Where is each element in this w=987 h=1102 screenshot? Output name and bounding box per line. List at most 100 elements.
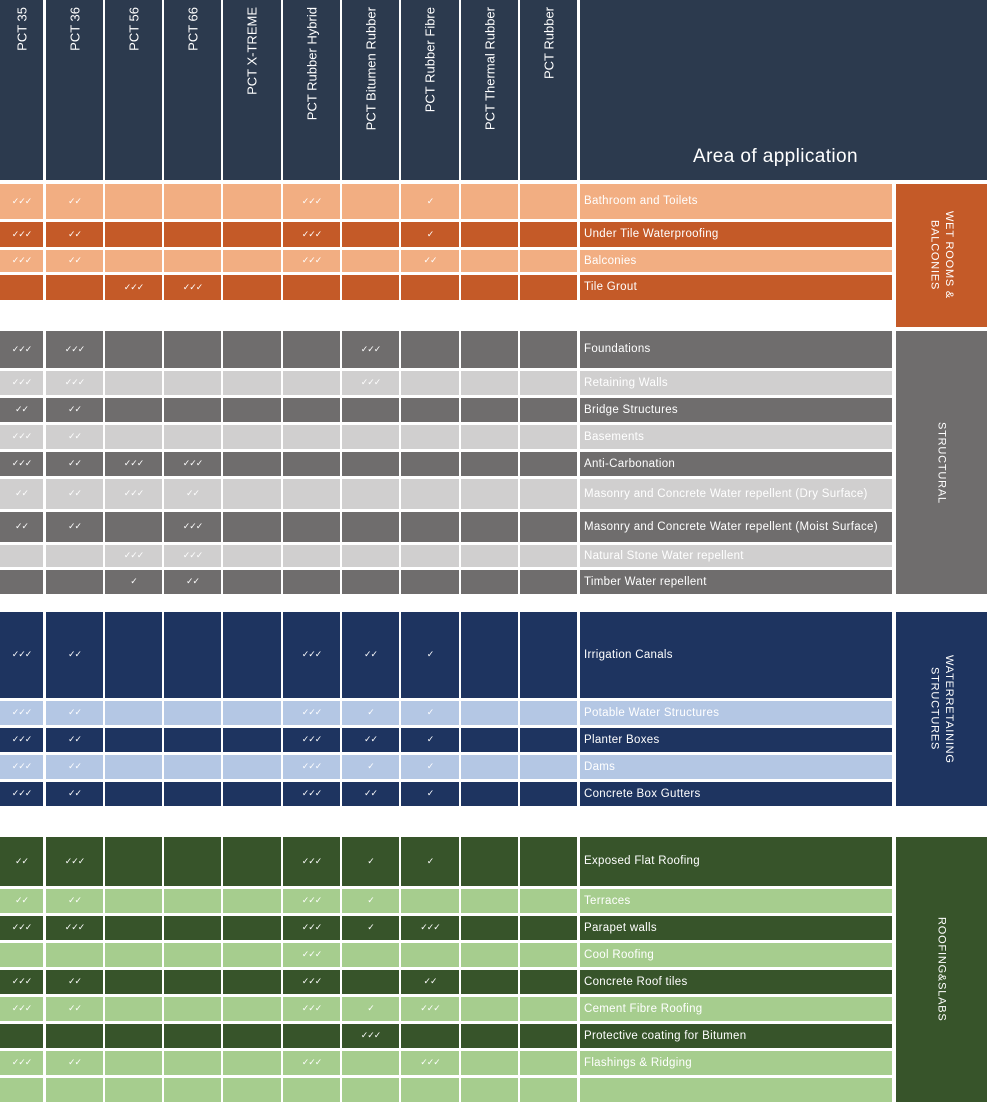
rating-cell [283, 545, 340, 567]
application-label: Timber Water repellent [580, 570, 892, 594]
rating-cell: ✓✓✓ [283, 782, 340, 806]
rating-cell [342, 222, 399, 247]
rating-cell [46, 545, 103, 567]
rating-cell [223, 275, 281, 300]
rating-cell [105, 943, 162, 967]
rating-cell [401, 570, 459, 594]
rating-cell: ✓✓✓ [0, 701, 43, 725]
rating-cell [461, 970, 518, 994]
rating-cell: ✓✓✓ [0, 916, 43, 940]
rating-cell [46, 1024, 103, 1048]
application-label: Planter Boxes [580, 728, 892, 752]
rating-cell: ✓ [401, 612, 459, 698]
rating-cell: ✓✓ [46, 755, 103, 779]
rating-cell [164, 1024, 221, 1048]
rating-cell [461, 184, 518, 219]
section-tab: WET ROOMS & BALCONIES [896, 184, 987, 327]
rating-cell [342, 943, 399, 967]
rating-cell: ✓✓✓ [283, 612, 340, 698]
rating-cell [401, 512, 459, 542]
rating-cell [461, 755, 518, 779]
rating-cell: ✓✓ [0, 512, 43, 542]
rating-cell: ✓✓ [401, 250, 459, 272]
rating-cell [520, 331, 577, 368]
header-column-10: PCT Rubber [520, 0, 577, 180]
rating-cell [520, 612, 577, 698]
rating-cell: ✓ [342, 755, 399, 779]
rating-cell [401, 425, 459, 449]
rating-cell: ✓✓✓ [401, 916, 459, 940]
application-label: Protective coating for Bitumen [580, 1024, 892, 1048]
rating-cell: ✓✓✓ [0, 250, 43, 272]
rating-cell [520, 425, 577, 449]
rating-cell: ✓✓ [46, 970, 103, 994]
rating-cell: ✓✓✓ [0, 782, 43, 806]
rating-cell [105, 701, 162, 725]
rating-cell: ✓✓✓ [46, 837, 103, 886]
rating-cell [461, 916, 518, 940]
application-label: Anti-Carbonation [580, 452, 892, 476]
rating-cell: ✓✓✓ [283, 701, 340, 725]
rating-cell: ✓✓✓ [164, 275, 221, 300]
rating-cell [520, 837, 577, 886]
product-name: PCT Bitumen Rubber [363, 7, 378, 131]
rating-cell [520, 1051, 577, 1075]
application-label: Irrigation Canals [580, 612, 892, 698]
rating-cell [164, 331, 221, 368]
rating-cell: ✓ [401, 701, 459, 725]
rating-cell: ✓✓ [342, 612, 399, 698]
rating-cell [223, 943, 281, 967]
rating-cell [223, 1024, 281, 1048]
rating-cell [105, 512, 162, 542]
rating-cell [105, 782, 162, 806]
rating-cell [520, 398, 577, 422]
rating-cell [105, 755, 162, 779]
rating-cell: ✓✓✓ [342, 1024, 399, 1048]
rating-cell [105, 837, 162, 886]
rating-cell: ✓✓✓ [0, 728, 43, 752]
header-column-3: PCT 56 [105, 0, 162, 180]
section-tab: WATERRETAINING STRUCTURES [896, 612, 987, 806]
application-label: Natural Stone Water repellent [580, 545, 892, 567]
application-label: Flashings & Ridging [580, 1051, 892, 1075]
rating-cell [223, 184, 281, 219]
rating-cell: ✓ [401, 184, 459, 219]
rating-cell: ✓✓✓ [0, 452, 43, 476]
rating-cell [401, 479, 459, 509]
rating-cell: ✓ [342, 916, 399, 940]
rating-cell [105, 1024, 162, 1048]
rating-cell [105, 398, 162, 422]
rating-cell [223, 512, 281, 542]
header-column-7: PCT Bitumen Rubber [342, 0, 399, 180]
section-title: WET ROOMS & BALCONIES [928, 211, 955, 300]
rating-cell: ✓✓ [46, 184, 103, 219]
rating-cell [164, 970, 221, 994]
rating-cell [520, 479, 577, 509]
rating-cell [223, 1051, 281, 1075]
rating-cell: ✓✓ [46, 479, 103, 509]
rating-cell [342, 250, 399, 272]
rating-cell: ✓✓ [46, 782, 103, 806]
rating-cell [342, 970, 399, 994]
rating-cell [520, 570, 577, 594]
rating-cell [283, 1024, 340, 1048]
area-title: Area of application [693, 146, 858, 167]
rating-cell [223, 398, 281, 422]
rating-cell [105, 1078, 162, 1102]
rating-cell: ✓✓ [46, 425, 103, 449]
rating-cell: ✓✓✓ [105, 452, 162, 476]
rating-cell: ✓✓✓ [46, 371, 103, 395]
rating-cell: ✓✓✓ [0, 612, 43, 698]
rating-cell: ✓ [401, 222, 459, 247]
rating-cell [164, 997, 221, 1021]
application-label: Masonry and Concrete Water repellent (Mo… [580, 512, 892, 542]
rating-cell [520, 701, 577, 725]
rating-cell [401, 452, 459, 476]
rating-cell: ✓✓✓ [283, 1051, 340, 1075]
rating-cell [164, 425, 221, 449]
rating-cell [461, 425, 518, 449]
rating-cell: ✓✓✓ [283, 222, 340, 247]
rating-cell [342, 398, 399, 422]
rating-cell [461, 371, 518, 395]
